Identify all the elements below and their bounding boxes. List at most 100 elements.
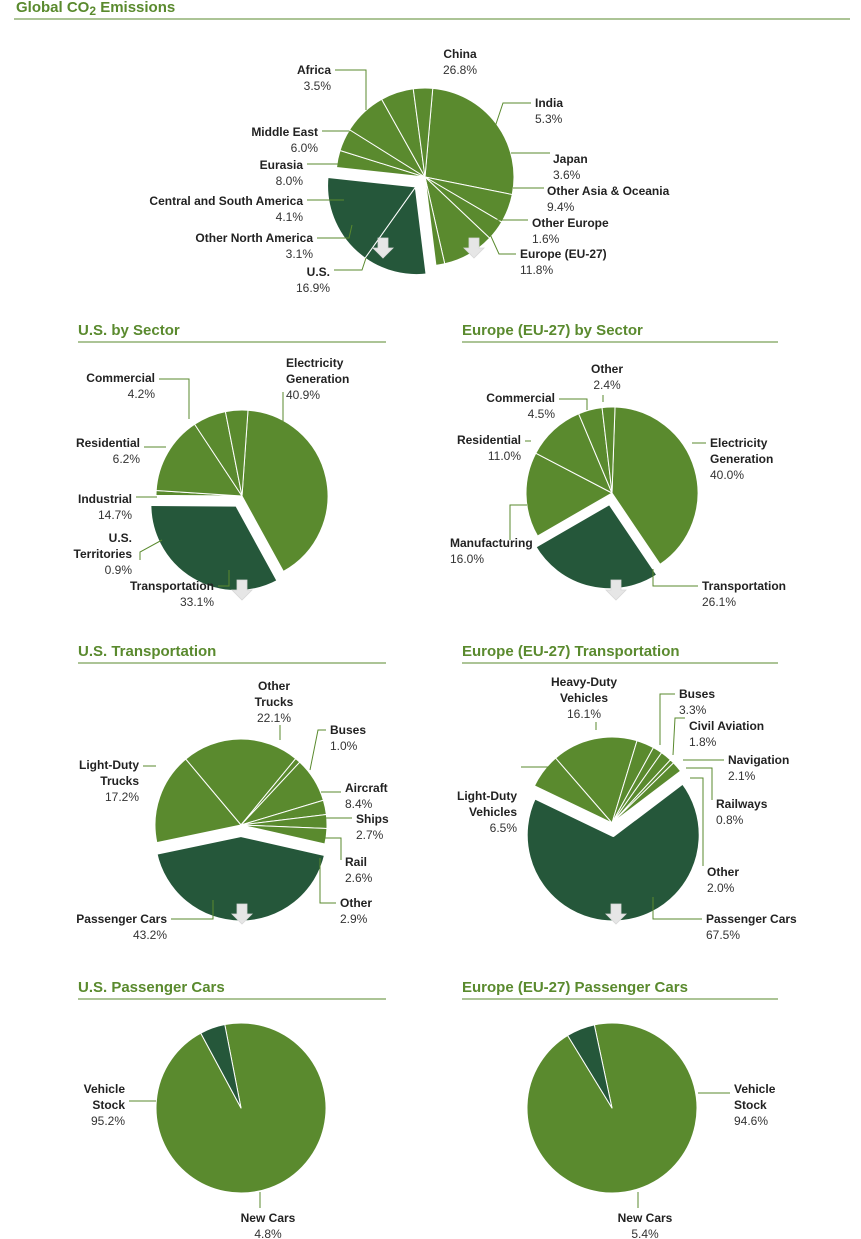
global-emissions-chart: China 26.8% India 5.3% Japan 3.6% Other Asia &… bbox=[149, 47, 669, 295]
u-s-transportation-label-aircraft: Aircraft bbox=[345, 781, 388, 795]
global-emissions-slice-africa bbox=[412, 87, 434, 178]
u-s-by-sector-value-residential: 6.2% bbox=[113, 452, 141, 466]
global-emissions-value-africa: 3.5% bbox=[304, 79, 332, 93]
europe-eu-27-by-sector-leader-manufacturing bbox=[509, 504, 527, 540]
u-s-transportation-leader-passenger-cars bbox=[171, 900, 214, 920]
global-emissions-label-other-north-america: Other North America bbox=[195, 231, 313, 245]
europe-eu-27-transportation-value-navigation: 2.1% bbox=[728, 769, 756, 783]
u-s-by-sector-title: U.S. by Sector bbox=[78, 322, 180, 339]
u-s-transportation-leader-other bbox=[319, 858, 336, 904]
europe-eu-27-passenger-cars-title: Europe (EU-27) Passenger Cars bbox=[462, 979, 688, 996]
europe-eu-27-transportation-label-other: Other bbox=[707, 865, 739, 879]
europe-eu-27-by-sector-label-electricity-generation: Electricity bbox=[710, 436, 768, 450]
u-s-transportation-slices bbox=[154, 738, 328, 922]
europe-eu-27-passenger-cars-slices bbox=[526, 1022, 698, 1194]
europe-eu-27-by-sector-label-residential: Residential bbox=[457, 433, 521, 447]
europe-eu-27-passenger-cars-value-new-cars: 5.4% bbox=[631, 1227, 659, 1239]
europe-eu-27-passenger-cars-chart: Europe (EU-27) Passenger Cars Vehicle Stoc… bbox=[462, 979, 778, 1239]
europe-eu-27-transportation-value-railways: 0.8% bbox=[716, 813, 744, 827]
global-emissions-value-other-asia-oceania: 9.4% bbox=[547, 200, 575, 214]
u-s-passenger-cars-title: U.S. Passenger Cars bbox=[78, 979, 225, 996]
europe-eu-27-transportation-explode-outline bbox=[534, 781, 683, 837]
u-s-by-sector-value-transportation: 33.1% bbox=[180, 595, 214, 609]
global-emissions-label-u-s: U.S. bbox=[307, 265, 330, 279]
europe-eu-27-by-sector-slices bbox=[525, 406, 699, 590]
u-s-passenger-cars-label-vehicle-stock: Vehicle bbox=[84, 1082, 126, 1096]
europe-eu-27-by-sector-slice-other bbox=[601, 406, 616, 494]
u-s-transportation-slice-light-duty-trucks bbox=[154, 758, 242, 844]
global-emissions-label-africa: Africa bbox=[297, 63, 331, 77]
europe-eu-27-transportation-label-buses: Buses bbox=[679, 687, 715, 701]
europe-eu-27-by-sector-label-manufacturing: Manufacturing bbox=[450, 536, 533, 550]
u-s-transportation-value-buses: 1.0% bbox=[330, 739, 358, 753]
global-emissions-slice-china bbox=[424, 87, 515, 196]
u-s-transportation-chart: U.S. Transportation Other Trucks 22.1% Buses… bbox=[76, 643, 389, 942]
europe-eu-27-passenger-cars-label-vehicle-stock: Stock bbox=[734, 1098, 767, 1112]
global-emissions-down-arrow-icon bbox=[463, 237, 485, 259]
global-emissions-leader-europe-eu-27 bbox=[488, 231, 516, 255]
europe-eu-27-transportation-value-civil-aviation: 1.8% bbox=[689, 735, 717, 749]
u-s-transportation-value-passenger-cars: 43.2% bbox=[133, 928, 167, 942]
europe-eu-27-passenger-cars-label-vehicle-stock: Vehicle bbox=[734, 1082, 776, 1096]
u-s-transportation-value-other-trucks: 22.1% bbox=[257, 711, 291, 725]
global-emissions-value-eurasia: 8.0% bbox=[276, 174, 304, 188]
europe-eu-27-passenger-cars-slice-new-cars bbox=[567, 1024, 613, 1109]
global-emissions-leader-africa bbox=[335, 69, 367, 110]
europe-eu-27-transportation-label-railways: Railways bbox=[716, 797, 768, 811]
europe-eu-27-transportation-slice-heavy-duty-vehicles bbox=[555, 736, 638, 824]
u-s-transportation-leader-buses bbox=[309, 729, 326, 771]
global-emissions-explode-outline bbox=[327, 174, 430, 275]
u-s-by-sector-label-electricity-generation: Electricity bbox=[286, 356, 344, 370]
u-s-transportation-slice-other bbox=[240, 824, 328, 845]
u-s-by-sector-label-commercial: Commercial bbox=[86, 371, 155, 385]
u-s-by-sector-label-u-s-territories: U.S. bbox=[109, 531, 132, 545]
global-emissions-value-india: 5.3% bbox=[535, 112, 563, 126]
u-s-passenger-cars-label-vehicle-stock: Stock bbox=[92, 1098, 125, 1112]
global-emissions-leader-india bbox=[494, 102, 531, 128]
europe-eu-27-by-sector-value-transportation: 26.1% bbox=[702, 595, 736, 609]
u-s-transportation-label-ships: Ships bbox=[356, 812, 389, 826]
europe-eu-27-by-sector-leader-transportation bbox=[652, 569, 698, 587]
global-emissions-label-other-europe: Other Europe bbox=[532, 216, 609, 230]
u-s-by-sector-slices bbox=[150, 409, 329, 592]
europe-eu-27-transportation-value-buses: 3.3% bbox=[679, 703, 707, 717]
europe-eu-27-transportation-leader-buses bbox=[659, 693, 675, 745]
u-s-transportation-leader-rail bbox=[323, 837, 342, 860]
u-s-transportation-value-aircraft: 8.4% bbox=[345, 797, 373, 811]
europe-eu-27-transportation-leader-passenger-cars bbox=[652, 897, 702, 920]
europe-eu-27-transportation-value-heavy-duty-vehicles: 16.1% bbox=[567, 707, 601, 721]
europe-eu-27-transportation-leader-civil-aviation bbox=[672, 717, 685, 756]
u-s-passenger-cars-label-new-cars: New Cars bbox=[241, 1211, 296, 1225]
europe-eu-27-transportation-label-passenger-cars: Passenger Cars bbox=[706, 912, 797, 926]
global-emissions-leader-u-s bbox=[334, 257, 367, 271]
u-s-passenger-cars-chart: U.S. Passenger Cars Vehicle Stock 95.2% New … bbox=[78, 979, 386, 1239]
europe-eu-27-by-sector-explode-outline bbox=[534, 500, 660, 576]
global-emissions-value-china: 26.8% bbox=[443, 63, 477, 77]
u-s-by-sector-leader-transportation bbox=[218, 570, 230, 587]
global-emissions-label-middle-east: Middle East bbox=[251, 125, 318, 139]
u-s-transportation-label-other: Other bbox=[340, 896, 372, 910]
europe-eu-27-by-sector-value-residential: 11.0% bbox=[488, 449, 521, 463]
europe-eu-27-transportation-chart: Europe (EU-27) Transportation Heavy-Duty V… bbox=[457, 643, 797, 942]
global-emissions-label-japan: Japan bbox=[553, 152, 588, 166]
global-emissions-value-u-s: 16.9% bbox=[296, 281, 330, 295]
europe-eu-27-by-sector-slice-electricity-generation bbox=[611, 406, 699, 565]
europe-eu-27-by-sector-label-commercial: Commercial bbox=[486, 391, 555, 405]
global-emissions-value-central-and-south-america: 4.1% bbox=[276, 210, 304, 224]
u-s-by-sector-leader-commercial bbox=[159, 378, 190, 419]
europe-eu-27-transportation-label-heavy-duty-vehicles: Vehicles bbox=[560, 691, 608, 705]
u-s-transportation-slice-other-trucks bbox=[185, 738, 297, 826]
global-emissions-value-other-europe: 1.6% bbox=[532, 232, 560, 246]
global-emissions-value-middle-east: 6.0% bbox=[291, 141, 319, 155]
u-s-transportation-down-arrow-icon bbox=[231, 903, 253, 925]
u-s-transportation-value-other: 2.9% bbox=[340, 912, 368, 926]
europe-eu-27-passenger-cars-value-vehicle-stock: 94.6% bbox=[734, 1114, 768, 1128]
global-emissions-label-eurasia: Eurasia bbox=[260, 158, 304, 172]
u-s-transportation-label-passenger-cars: Passenger Cars bbox=[76, 912, 167, 926]
u-s-by-sector-value-industrial: 14.7% bbox=[98, 508, 132, 522]
europe-eu-27-transportation-value-passenger-cars: 67.5% bbox=[706, 928, 740, 942]
u-s-by-sector-label-transportation: Transportation bbox=[130, 579, 214, 593]
europe-eu-27-by-sector-slice-transportation bbox=[534, 502, 659, 590]
europe-eu-27-by-sector-label-other: Other bbox=[591, 362, 623, 376]
u-s-transportation-label-other-trucks: Trucks bbox=[255, 695, 294, 709]
